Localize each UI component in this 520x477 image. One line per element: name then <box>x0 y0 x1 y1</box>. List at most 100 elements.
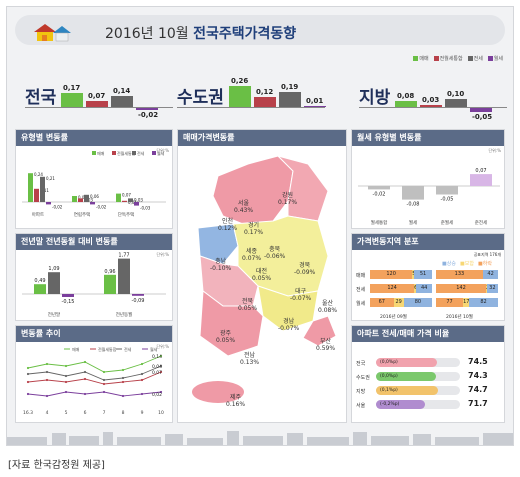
dist-segment: 77 <box>436 298 464 307</box>
dist-period-label: 2016년 09월 <box>380 315 407 320</box>
monthly-bar <box>436 186 458 195</box>
type-bar <box>128 198 133 202</box>
trend-point <box>26 380 30 384</box>
type-value: 0,06 <box>90 194 99 199</box>
trend-x-label: 5 <box>65 410 68 416</box>
ratio-bar: (0,1%p) <box>376 386 438 395</box>
region-baseline <box>25 107 173 108</box>
panel-yoy: 전년말 전년동월 대비 변동률 단위:% 0,49 1,09 -0,15 전년말 0,9… <box>15 233 173 321</box>
map-region-name: 대전 <box>256 268 268 275</box>
trend-end-label: 0,04 <box>152 364 162 370</box>
monthly-value: 0,07 <box>475 168 486 174</box>
legend-label: 매매 <box>72 346 80 352</box>
trend-point <box>45 370 49 374</box>
trend-point <box>140 392 144 396</box>
distribution-note: 공표지역 176개 <box>473 252 501 257</box>
header-bar: 2016년 10월 전국주택가격동향 <box>15 15 505 45</box>
trend-point <box>64 390 68 394</box>
region-value: 0,12 <box>256 88 274 97</box>
region-value: 0,01 <box>306 97 324 106</box>
type-bar <box>78 198 83 202</box>
map-region-value: 0.05% <box>252 275 272 282</box>
region-value: -0,02 <box>138 110 159 119</box>
map-region-value: -0.09% <box>294 269 316 276</box>
trend-point <box>64 374 68 378</box>
type-value: 0,24 <box>34 172 43 177</box>
dist-legend: ■보합 <box>460 261 474 267</box>
panel-title: 아파트 전세/매매 가격 비율 <box>352 326 504 342</box>
type-value: 0,01 <box>128 200 137 205</box>
legend-sale: 매매 <box>413 55 429 62</box>
legend-swatch <box>112 151 116 155</box>
legend-jeonse: 전세 <box>467 55 483 62</box>
type-bar <box>28 173 33 202</box>
trend-end-label: 0,07 <box>152 370 162 376</box>
region-value: 0,03 <box>422 95 440 104</box>
map-region-name: 부산 <box>320 338 332 345</box>
type-value: 0,05 <box>78 195 87 200</box>
legend-combined: 전월세통합 <box>433 55 463 62</box>
korea-map <box>192 155 337 403</box>
map-region-label: 경북 -0.09% <box>294 262 315 276</box>
ratio-label: 수도권 <box>356 375 370 381</box>
map-region-name: 경기 <box>248 222 260 229</box>
type-bar <box>134 202 139 206</box>
map-region-value: 0.16% <box>226 401 246 408</box>
ratio-bar: (0,0%p) <box>376 358 437 367</box>
trend-point <box>26 392 30 396</box>
map-region-name: 대구 <box>295 288 307 295</box>
trend-point <box>121 368 125 372</box>
region-value: 0,17 <box>63 84 81 93</box>
dist-period-label: 2016년 10월 <box>446 315 473 320</box>
type-category: 단독주택 <box>118 211 135 218</box>
map-region-value: 0.17% <box>278 199 298 206</box>
ratio-label: 전국 <box>356 361 366 367</box>
yoy-category: 전년동월 <box>116 311 133 318</box>
dist-legend: ■하락 <box>478 261 492 267</box>
dist-segment: 32 <box>486 284 498 293</box>
region-value: 0,07 <box>88 92 106 101</box>
map-region-label: 부산 0.59% <box>316 338 335 352</box>
yoy-bar <box>48 272 60 294</box>
type-value: 0,03 <box>134 197 143 202</box>
map-region-name: 전북 <box>242 298 254 305</box>
region-bar <box>111 95 133 107</box>
trend-point <box>26 372 30 376</box>
region-name: 수도권 <box>177 88 224 108</box>
monthly-bar <box>470 174 492 186</box>
monthly-value: -0,05 <box>441 197 454 203</box>
skyline-decoration <box>7 431 513 445</box>
trend-point <box>26 366 30 370</box>
ratio-value: 71.7 <box>468 399 488 408</box>
region-bar <box>445 99 467 107</box>
map-region-name: 전남 <box>244 352 256 359</box>
region-baseline <box>359 107 507 108</box>
dist-row-label: 매매 <box>356 273 366 279</box>
monthly-category: 월세통합 <box>371 219 388 226</box>
type-bar <box>40 176 45 202</box>
map-region-label: 전남 0.13% <box>240 352 259 366</box>
legend-label: 전세 <box>124 346 132 352</box>
legend-label: 매매 <box>97 150 105 156</box>
region-value: 0,19 <box>281 82 299 91</box>
trend-point <box>45 394 49 398</box>
trend-point <box>102 382 106 386</box>
dist-row-label: 월세 <box>356 301 366 307</box>
type-category: 아파트 <box>32 211 44 218</box>
map-region-value: 0.12% <box>218 225 238 232</box>
trend-line <box>27 365 162 381</box>
ratio-value: 74.5 <box>468 357 488 366</box>
panel-title: 전년말 전년동월 대비 변동률 <box>16 234 172 250</box>
panel-title: 변동률 추이 <box>16 326 172 342</box>
dist-segment: 29 <box>393 298 404 307</box>
map-region-value: 0.08% <box>318 307 338 314</box>
map-region-value: -0.07% <box>278 325 300 332</box>
map-region-value: 0.43% <box>234 207 254 214</box>
trend-point <box>64 380 68 384</box>
map-region-name: 세종 <box>246 248 258 255</box>
trend-point <box>64 364 68 368</box>
type-value: 0,07 <box>122 193 131 198</box>
region-value: -0,05 <box>472 113 493 121</box>
map-region-label: 서울 0.43% <box>234 200 253 214</box>
yoy-value: 0,96 <box>104 269 115 275</box>
